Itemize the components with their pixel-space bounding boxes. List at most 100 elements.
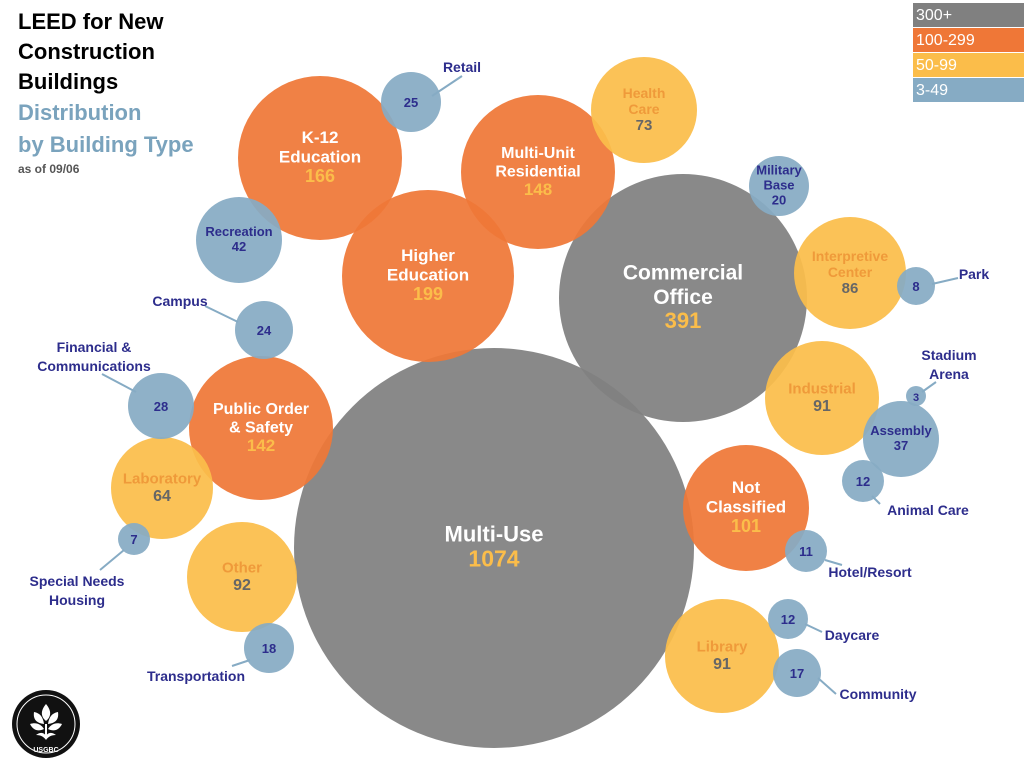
bubble-value-interpretive-center: 86 [842, 280, 859, 297]
logo-text: USGBC [33, 747, 58, 754]
bubble-label-public-order-safety: & Safety [229, 419, 293, 436]
bubble-value-stadium-arena: 3 [913, 392, 919, 404]
bubble-label-k-12-education: Education [279, 148, 361, 167]
chart-title-line-1: LEED for New [18, 9, 164, 34]
bubble-circle-interpretive-center [794, 217, 906, 329]
bubble-value-higher-education: 199 [413, 284, 443, 304]
bubble-circle-k-12-education [238, 76, 402, 240]
bubble-value-campus: 24 [257, 323, 272, 338]
leader-line-financial-communications [101, 373, 137, 393]
bubble-animal-care: 12 Animal Care [842, 460, 969, 518]
bubble-value-retail: 25 [404, 95, 418, 110]
legend-item-100-299: 100-299 [913, 28, 1024, 53]
bubble-label-commercial-office: Office [653, 286, 713, 309]
bubble-label-assembly: Assembly [870, 423, 932, 438]
bubble-label-commercial-office: Commercial [623, 262, 743, 285]
bubble-circle-health-care [591, 57, 697, 163]
bubble-value-special-needs-housing: 7 [130, 532, 137, 547]
bubble-value-public-order-safety: 142 [247, 436, 275, 455]
bubble-circle-special-needs-housing [118, 523, 150, 555]
bubble-circle-assembly [863, 401, 939, 477]
bubble-circle-military-base [749, 156, 809, 216]
bubble-special-needs-housing: 7 Special Needs Housing [30, 523, 150, 608]
bubble-label-stadium-arena: Arena [929, 366, 969, 382]
bubble-circle-industrial [765, 341, 879, 455]
bubble-circle-commercial-office [559, 174, 807, 422]
legend-item-3-49: 3-49 [913, 78, 1024, 103]
bubble-label-financial-communications: Financial & [57, 339, 132, 355]
bubble-circle-hotel-resort [785, 530, 827, 572]
leader-line-transportation [231, 659, 251, 667]
bubble-financial-communications: 28 Financial & Communications [37, 339, 194, 439]
legend: 300+ 100-299 50-99 3-49 [913, 3, 1024, 103]
bubble-label-not-classified: Classified [706, 498, 786, 517]
bubble-label-k-12-education: K-12 [302, 128, 339, 147]
chart-subtitle-line-1: Distribution [18, 100, 142, 125]
bubble-label-stadium-arena: Stadium [921, 347, 976, 363]
bubble-circle-other [187, 522, 297, 632]
bubble-daycare: 12 Daycare [768, 599, 879, 643]
legend-item-50-99: 50-99 [913, 53, 1024, 78]
bubble-value-not-classified: 101 [731, 516, 761, 536]
bubble-value-industrial: 91 [813, 398, 831, 415]
bubble-circle-transportation [244, 623, 294, 673]
leader-line-retail [431, 75, 463, 97]
bubble-label-recreation: Recreation [205, 224, 272, 239]
bubble-label-military-base: Base [763, 178, 794, 193]
chart-title-line-2: Construction [18, 39, 155, 64]
bubble-value-health-care: 73 [636, 117, 653, 134]
leader-line-campus [204, 305, 239, 323]
legend-item-300-plus: 300+ [913, 3, 1024, 28]
bubble-label-multi-unit-residential: Multi-Unit [501, 145, 575, 162]
bubble-value-multi-use: 1074 [468, 546, 519, 572]
chart-subtitle-line-2: by Building Type [18, 132, 194, 157]
bubble-label-retail: Retail [443, 59, 481, 75]
bubble-label-interpretive-center: Center [828, 264, 873, 280]
bubble-circle-multi-use [294, 348, 694, 748]
bubble-retail: 25 Retail [381, 59, 481, 132]
bubble-circle-financial-communications [128, 373, 194, 439]
bubble-campus: 24 Campus [152, 293, 293, 359]
bubble-label-health-care: Health [623, 85, 666, 101]
bubble-label-hotel-resort: Hotel/Resort [828, 564, 912, 580]
leader-line-daycare [804, 623, 823, 633]
bubble-label-campus: Campus [152, 293, 207, 309]
bubble-label-not-classified: Not [732, 478, 761, 497]
bubble-label-special-needs-housing: Housing [49, 592, 105, 608]
bubble-value-financial-communications: 28 [154, 399, 168, 414]
leader-line-hotel-resort [824, 559, 843, 566]
bubble-circle-retail [381, 72, 441, 132]
bubble-label-community: Community [840, 686, 917, 702]
bubble-label-multi-unit-residential: Residential [495, 163, 580, 180]
bubble-label-public-order-safety: Public Order [213, 401, 309, 418]
bubble-label-military-base: Military [756, 163, 802, 178]
chart-date: as of 09/06 [18, 162, 80, 176]
bubble-circle-multi-unit-residential [461, 95, 615, 249]
bubble-label-animal-care: Animal Care [887, 502, 969, 518]
bubble-circle-library [665, 599, 779, 713]
bubble-label-daycare: Daycare [825, 627, 880, 643]
usgbc-logo: USGBC [12, 690, 80, 758]
bubble-label-higher-education: Higher [401, 246, 455, 265]
bubble-label-higher-education: Education [387, 266, 469, 285]
bubble-value-community: 17 [790, 666, 804, 681]
bubble-circle-animal-care [842, 460, 884, 502]
leader-line-animal-care [871, 495, 881, 505]
bubble-circle-campus [235, 301, 293, 359]
bubble-circle-park [897, 267, 935, 305]
bubble-label-park: Park [959, 266, 990, 282]
bubble-label-health-care: Care [628, 101, 659, 117]
